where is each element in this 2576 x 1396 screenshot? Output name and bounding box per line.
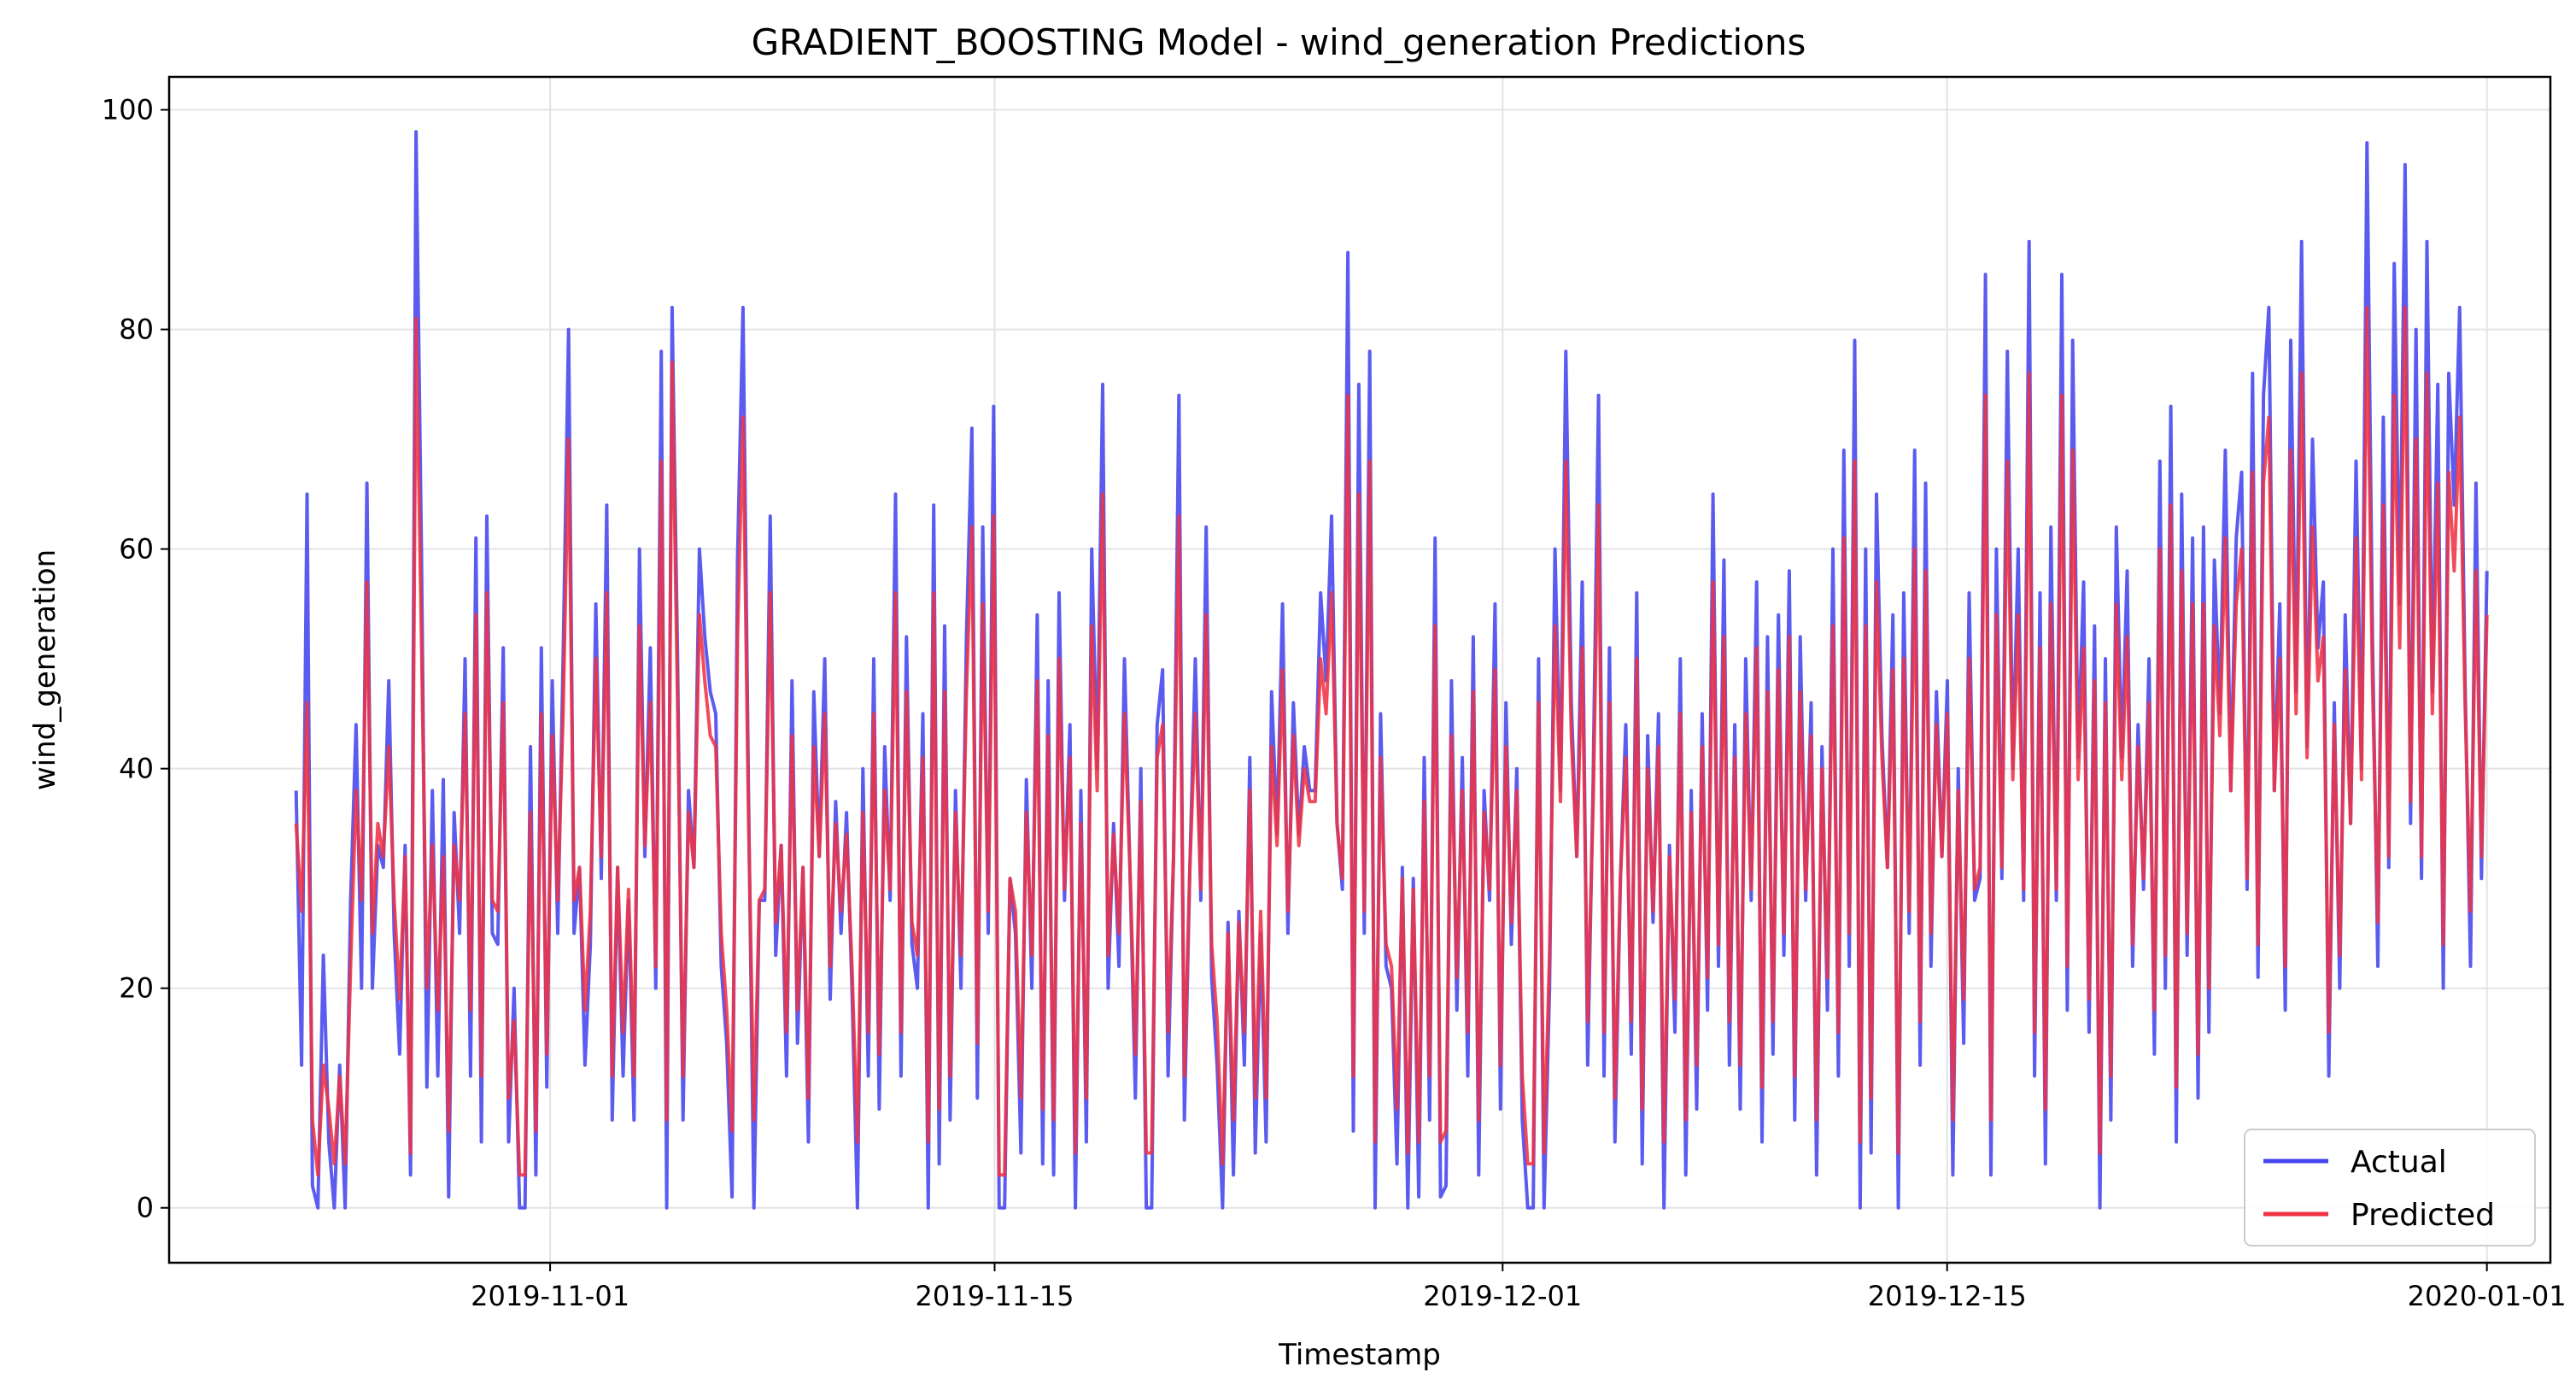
y-tick-label: 60 — [119, 533, 154, 566]
legend-box — [2244, 1129, 2536, 1246]
legend-label-actual: Actual — [2351, 1145, 2447, 1180]
y-tick-label: 20 — [119, 972, 154, 1005]
x-axis-title: Timestamp — [1278, 1338, 1441, 1372]
legend: Actual Predicted — [2244, 1129, 2536, 1246]
x-tick-label: 2019-11-01 — [471, 1280, 629, 1312]
y-tick-label: 0 — [137, 1192, 154, 1224]
x-tick-label: 2019-11-15 — [916, 1280, 1074, 1312]
plot-area — [294, 130, 2489, 1210]
series-line-predicted — [294, 305, 2489, 1177]
y-axis-title: wind_generation — [28, 549, 62, 790]
y-tick-label: 40 — [119, 753, 154, 785]
chart-title: GRADIENT_BOOSTING Model - wind_generatio… — [752, 21, 1806, 63]
legend-label-predicted: Predicted — [2351, 1198, 2495, 1233]
plot-frame — [167, 75, 2552, 1264]
x-tick-label: 2020-01-01 — [2408, 1280, 2567, 1312]
x-axis: 2019-11-01 2019-11-15 2019-12-01 2019-12-15… — [471, 1263, 2567, 1312]
y-axis: 0 20 40 60 80 100 — [102, 94, 169, 1224]
x-tick-label: 2019-12-01 — [1423, 1280, 1582, 1312]
y-tick-label: 80 — [119, 314, 154, 346]
x-tick-label: 2019-12-15 — [1868, 1280, 2027, 1312]
y-tick-label: 100 — [102, 94, 154, 126]
